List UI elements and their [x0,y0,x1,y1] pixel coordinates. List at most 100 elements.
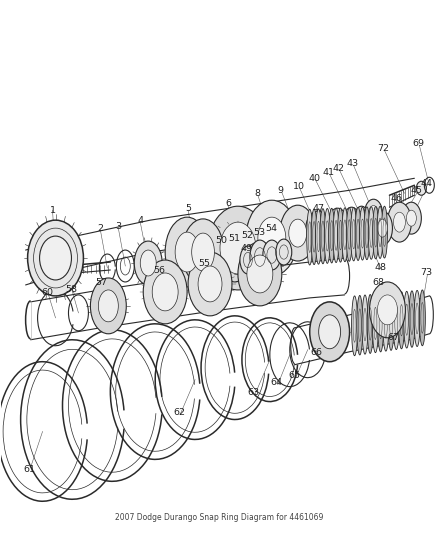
Ellipse shape [383,293,389,351]
Text: 60: 60 [42,288,53,297]
Ellipse shape [372,294,378,353]
Ellipse shape [152,273,178,311]
Ellipse shape [306,211,330,247]
Ellipse shape [351,207,357,261]
Ellipse shape [324,208,330,263]
Text: 54: 54 [265,224,277,232]
Ellipse shape [360,207,365,260]
Ellipse shape [367,295,373,353]
Text: 43: 43 [346,159,359,168]
Ellipse shape [377,206,383,259]
Ellipse shape [333,208,339,263]
Ellipse shape [220,222,256,274]
Ellipse shape [208,206,268,290]
Text: 67: 67 [388,333,399,342]
Ellipse shape [355,207,361,261]
Text: 55: 55 [198,259,210,268]
Ellipse shape [378,294,384,352]
Text: 10: 10 [293,182,305,191]
Ellipse shape [364,207,370,260]
Ellipse shape [143,260,187,324]
Ellipse shape [364,199,382,227]
Ellipse shape [357,295,363,355]
Ellipse shape [370,282,406,338]
Ellipse shape [419,290,425,346]
Ellipse shape [406,210,417,226]
Ellipse shape [289,219,307,247]
Ellipse shape [175,232,199,272]
Text: 69: 69 [412,139,424,148]
Ellipse shape [263,240,281,270]
Ellipse shape [388,293,394,350]
Ellipse shape [312,220,324,238]
Text: 63: 63 [248,388,260,397]
Ellipse shape [378,295,397,325]
Ellipse shape [280,205,316,261]
Ellipse shape [373,207,379,259]
Ellipse shape [250,240,270,274]
Text: 8: 8 [254,189,260,198]
Text: 61: 61 [24,465,35,474]
Ellipse shape [247,255,273,293]
Text: 65: 65 [289,371,301,380]
Ellipse shape [342,208,348,262]
Ellipse shape [246,200,298,276]
Ellipse shape [328,208,348,240]
Text: 41: 41 [323,168,335,177]
Ellipse shape [311,209,317,264]
Ellipse shape [188,252,232,316]
Ellipse shape [372,211,392,245]
Text: 73: 73 [420,269,432,278]
Ellipse shape [140,250,156,276]
Ellipse shape [134,241,162,285]
Ellipse shape [310,302,350,362]
Ellipse shape [401,202,421,234]
Ellipse shape [343,207,360,233]
Ellipse shape [198,266,222,302]
Text: 49: 49 [241,244,253,253]
Text: 62: 62 [173,408,185,417]
Text: 6: 6 [225,199,231,208]
Ellipse shape [409,291,415,348]
Ellipse shape [90,278,126,334]
Text: 51: 51 [228,233,240,243]
Ellipse shape [404,292,410,348]
Ellipse shape [346,207,352,261]
Text: 58: 58 [65,286,78,294]
Ellipse shape [99,290,118,322]
Text: 52: 52 [241,231,253,240]
Text: 4: 4 [137,216,143,224]
Ellipse shape [399,292,404,349]
Ellipse shape [414,290,420,346]
Ellipse shape [352,296,357,356]
Ellipse shape [393,292,399,350]
Ellipse shape [328,208,335,263]
Ellipse shape [182,219,224,285]
Ellipse shape [378,219,388,237]
Ellipse shape [417,181,426,195]
Ellipse shape [362,295,368,354]
Text: 47: 47 [313,204,325,213]
Text: 53: 53 [253,228,265,237]
Ellipse shape [307,209,313,265]
Ellipse shape [393,212,406,232]
Text: 45: 45 [410,185,422,195]
Text: 40: 40 [309,174,321,183]
Ellipse shape [388,202,411,242]
Ellipse shape [39,236,71,280]
Ellipse shape [258,217,286,259]
Ellipse shape [347,213,356,227]
Text: 42: 42 [332,164,345,173]
Text: 50: 50 [215,236,227,245]
Ellipse shape [165,217,209,287]
Text: 56: 56 [153,266,165,276]
Ellipse shape [238,242,282,306]
Ellipse shape [319,315,341,349]
Text: 44: 44 [420,179,432,188]
Ellipse shape [338,208,343,262]
Ellipse shape [276,239,292,265]
Text: 72: 72 [378,144,389,153]
Text: 68: 68 [372,278,385,287]
Text: 57: 57 [95,278,107,287]
Text: 9: 9 [278,185,284,195]
